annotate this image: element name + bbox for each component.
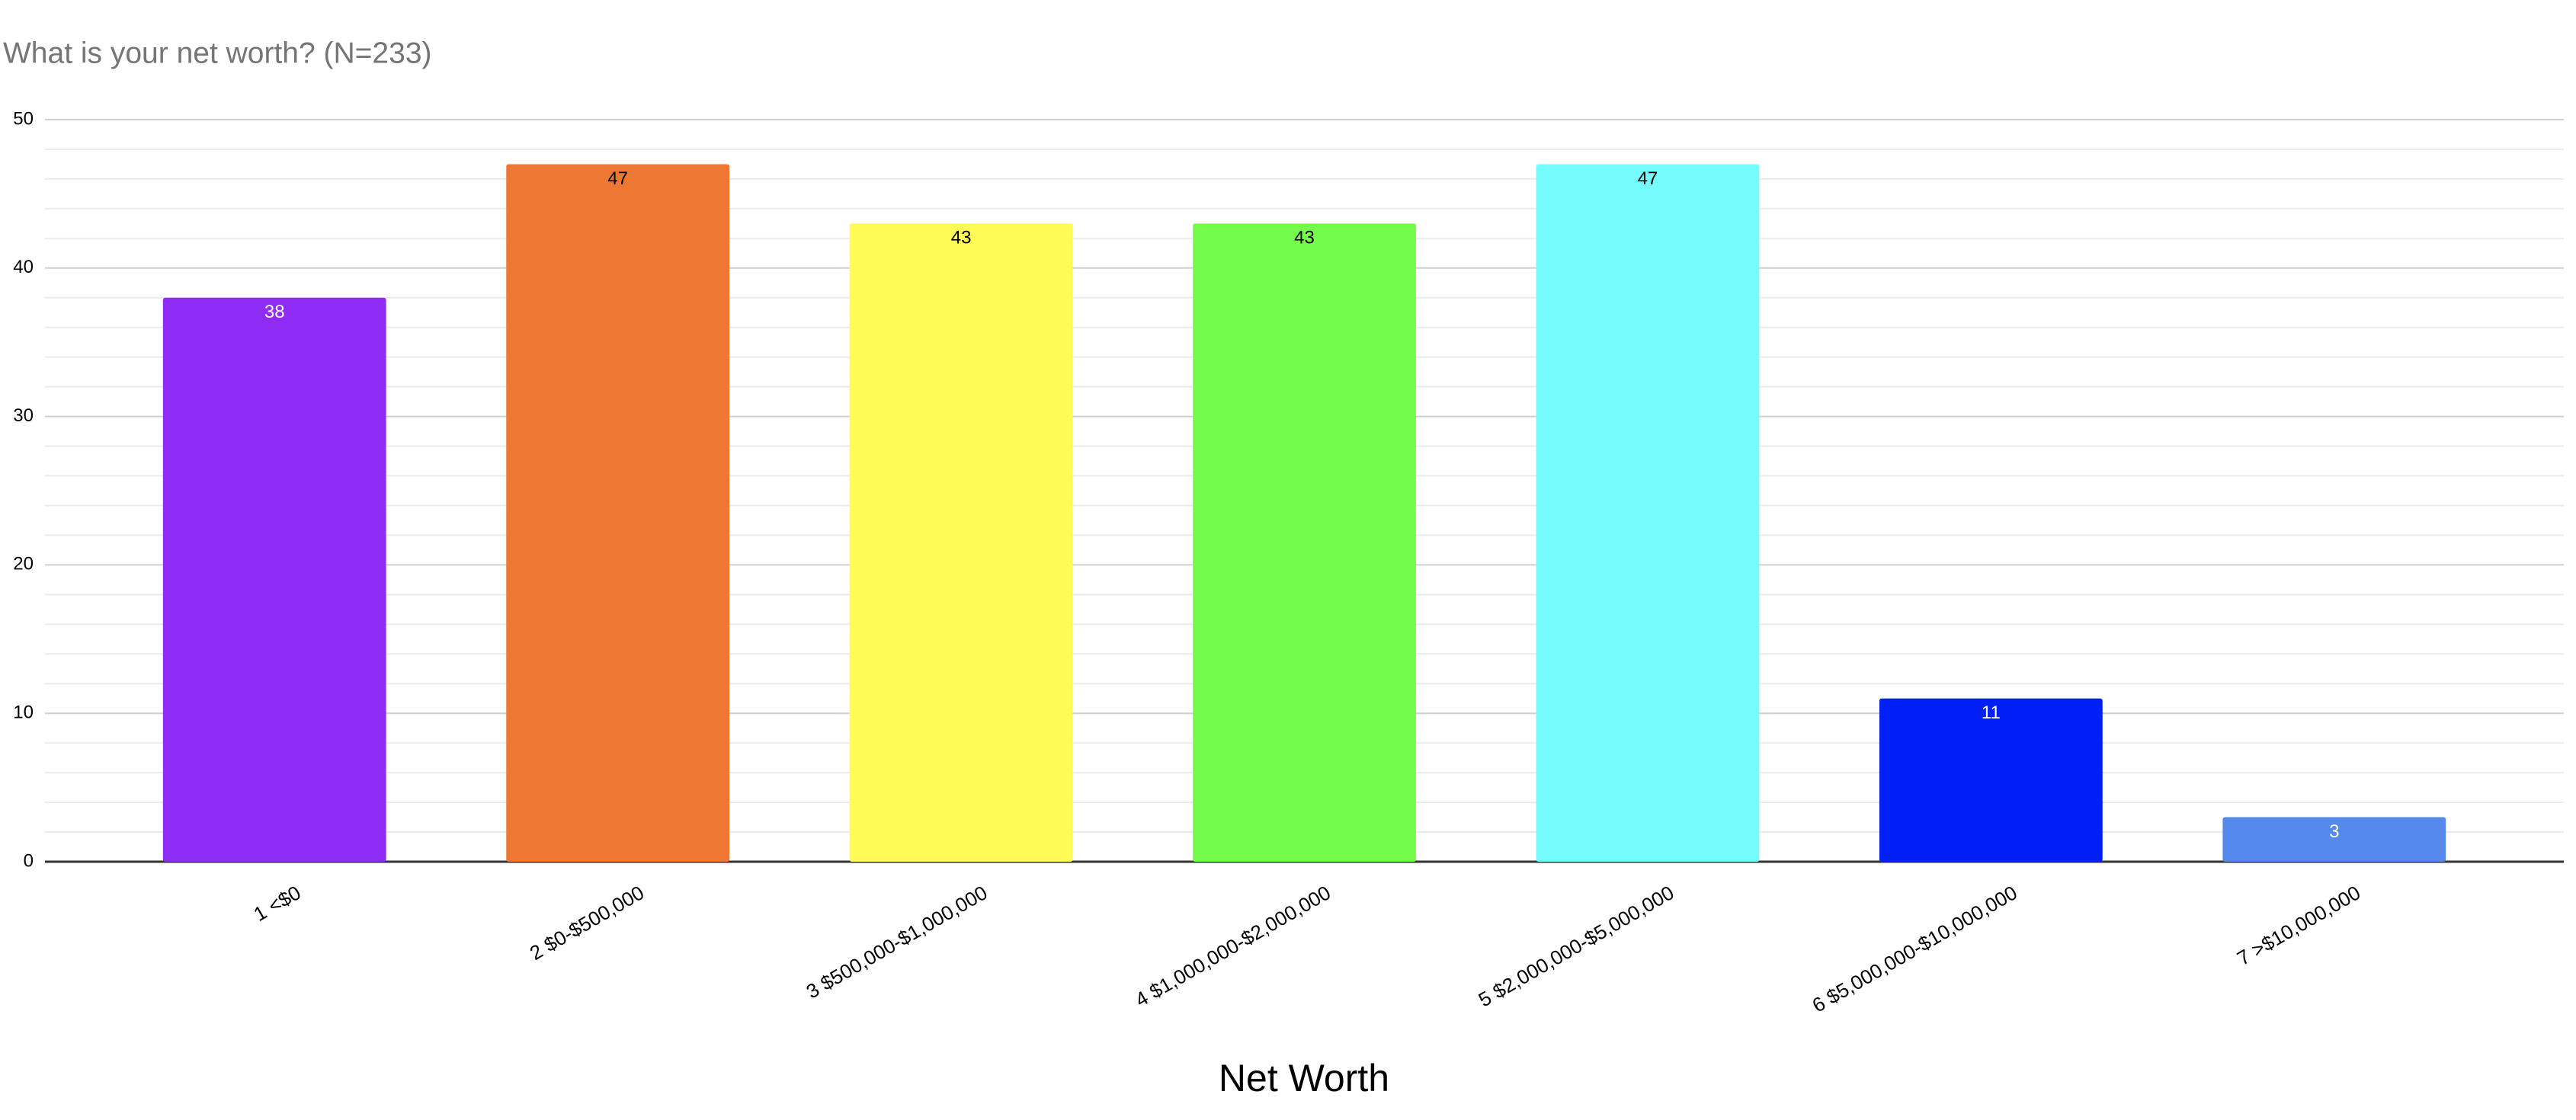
y-tick-label: 10 [13,702,34,723]
chart-title: What is your net worth? (N=233) [3,37,432,69]
bar [849,223,1073,862]
value-label: 43 [951,228,972,248]
y-tick-label: 20 [13,554,34,574]
y-tick-label: 30 [13,405,34,426]
bar [2222,817,2446,862]
value-label: 47 [607,168,628,189]
bar [1536,164,1760,862]
y-tick-label: 50 [13,108,34,129]
value-label: 11 [1982,702,2001,723]
bar [1879,698,2103,862]
bar [162,297,386,862]
value-label: 3 [2329,821,2339,842]
value-label: 47 [1638,168,1658,189]
x-axis-title: Net Worth [1219,1057,1389,1099]
bar [506,164,730,862]
y-tick-label: 0 [24,850,34,871]
value-label: 43 [1294,228,1315,248]
y-tick-label: 40 [13,257,34,277]
bar [1193,223,1416,862]
value-label: 38 [264,302,285,322]
